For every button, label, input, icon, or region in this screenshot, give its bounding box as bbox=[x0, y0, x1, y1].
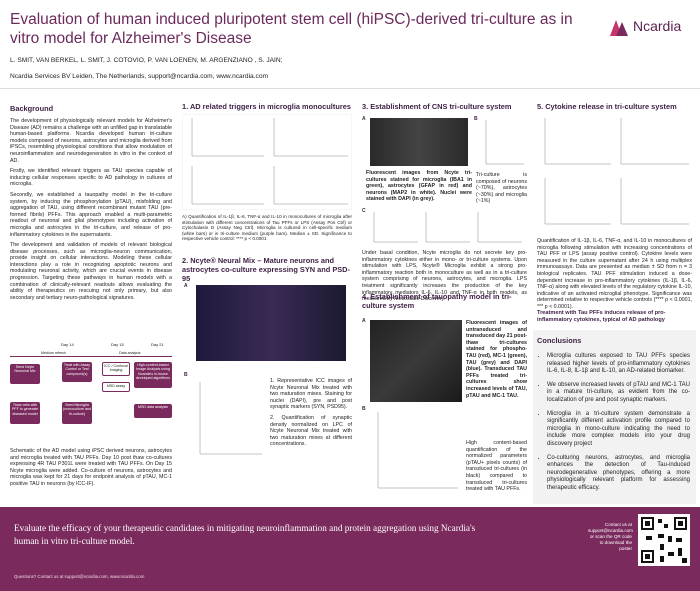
panel-label: A bbox=[184, 283, 188, 289]
panel-label: B bbox=[474, 116, 478, 122]
section-heading: 3. Establishment of CNS tri-culture syst… bbox=[362, 102, 512, 111]
step-box: MSD assay bbox=[102, 382, 130, 392]
footer-message: Evaluate the efficacy of your therapeuti… bbox=[14, 523, 476, 546]
conclusion-list: Microglia cultures exposed to TAU PFFs s… bbox=[537, 353, 690, 493]
footer-contact: Contact us at support@ncardia.com or sca… bbox=[588, 522, 634, 551]
affiliation: Ncardia Services BV Leiden, The Netherla… bbox=[10, 73, 268, 80]
list-item: 1. Representative ICC images of Ncyte Ne… bbox=[270, 378, 352, 411]
logo bbox=[610, 20, 628, 36]
paragraph: Firstly, we identified relevant triggers… bbox=[10, 168, 172, 188]
panel-label: B bbox=[362, 406, 366, 412]
day-label: Day 14 bbox=[61, 342, 74, 347]
step-box: High-content-based Image Analysis using … bbox=[134, 362, 172, 388]
figure-caption: Schematic of the AD model using iPSC der… bbox=[10, 448, 172, 487]
step-box: Treat with Assay Control or Test compoun… bbox=[62, 362, 92, 382]
poster-title: Evaluation of human induced pluripotent … bbox=[10, 11, 573, 47]
step-box: ICC / Confocal Imaging bbox=[102, 362, 130, 376]
qr-code bbox=[638, 514, 690, 566]
phase-label: Data analysis bbox=[119, 351, 141, 355]
background-text: The development of physiologically relev… bbox=[10, 118, 172, 305]
paragraph: The development of physiologically relev… bbox=[10, 118, 172, 164]
footer bbox=[0, 507, 700, 591]
figure-caption: Fluorescent images of untransduced and t… bbox=[466, 320, 527, 399]
figure-caption: High content-based quantification of the… bbox=[466, 440, 527, 493]
step-box: MSD data analysis bbox=[134, 404, 172, 418]
figure-panel bbox=[485, 120, 524, 165]
figure-panel bbox=[544, 118, 689, 225]
panel-label: A bbox=[362, 116, 366, 122]
step-box: Seed Ncyte Neuronal Mix bbox=[10, 364, 40, 384]
section-heading: Conclusions bbox=[537, 336, 582, 345]
microscopy-image bbox=[370, 118, 468, 166]
section-heading: 1. AD related triggers in microglia mono… bbox=[182, 102, 351, 111]
figure-panel bbox=[377, 412, 458, 489]
section-heading: 5. Cytokine release in tri-culture syste… bbox=[537, 102, 677, 111]
highlight: Treatment with Tau PFFs induces release … bbox=[537, 310, 666, 323]
schematic: Day 14 Day 15 Day 21 Medium refresh Data… bbox=[10, 342, 172, 442]
panel-label: B bbox=[184, 372, 188, 378]
conclusions-box: Conclusions Microglia cultures exposed t… bbox=[533, 330, 696, 504]
day-label: Day 21 bbox=[151, 342, 164, 347]
microscopy-image bbox=[196, 285, 346, 361]
day-label: Day 15 bbox=[111, 342, 124, 347]
footer-questions: Questions? Contact us at support@ncardia… bbox=[14, 574, 145, 579]
item-list: 1. Representative ICC images of Ncyte Ne… bbox=[270, 378, 352, 452]
conclusion-item: Co-culturing neurons, astrocytes, and mi… bbox=[547, 455, 690, 493]
figure-caption: Fluorescent images from Ncyte tri-cultur… bbox=[366, 170, 472, 203]
figure-panel bbox=[199, 382, 262, 455]
section-heading: 4. Establishment of tauopathy model in t… bbox=[362, 292, 512, 310]
figure-caption: Under basal condition, Ncyte microglia d… bbox=[362, 250, 527, 303]
phase-label: Medium refresh bbox=[41, 351, 66, 355]
conclusion-item: Microglia cultures exposed to TAU PFFs s… bbox=[547, 353, 690, 376]
microscopy-image bbox=[370, 320, 462, 402]
conclusion-item: We observe increased levels of pTAU and … bbox=[547, 382, 690, 405]
logo-text: Ncardia bbox=[633, 18, 682, 34]
panel-label: A bbox=[362, 318, 366, 324]
conclusion-item: Microglia in a tri-culture system demons… bbox=[547, 411, 690, 449]
figure-caption: Tri-culture is composed of neurons (~70%… bbox=[476, 172, 527, 205]
figure-caption: Quantification of IL-1β, IL-6, TNF-α, an… bbox=[537, 238, 692, 310]
list-item: 2. Quantification of synaptic density no… bbox=[270, 414, 352, 448]
figure-panel bbox=[182, 114, 352, 210]
paragraph: The development and validation of models… bbox=[10, 242, 172, 301]
panel-label: C bbox=[362, 208, 366, 214]
figure-panel bbox=[373, 212, 522, 243]
paragraph: Secondly, we established a tauopathy mod… bbox=[10, 191, 172, 238]
step-box: Seed Microglia (monoculture and tri-cult… bbox=[62, 402, 92, 424]
figure-caption: A) Quantification of IL-1β, IL-6, TNF-α … bbox=[182, 214, 352, 242]
authors: L. SMIT, VAN BERKEL, L. SMIT, J. COTOVIO… bbox=[10, 57, 283, 64]
step-box: Thaw cells with PFF to generate diseased… bbox=[10, 402, 40, 424]
section-heading: Background bbox=[10, 104, 54, 113]
divider bbox=[0, 88, 700, 89]
timeline bbox=[10, 356, 172, 357]
section-heading: 2. Ncyte® Neural Mix – Mature neurons an… bbox=[182, 256, 350, 283]
